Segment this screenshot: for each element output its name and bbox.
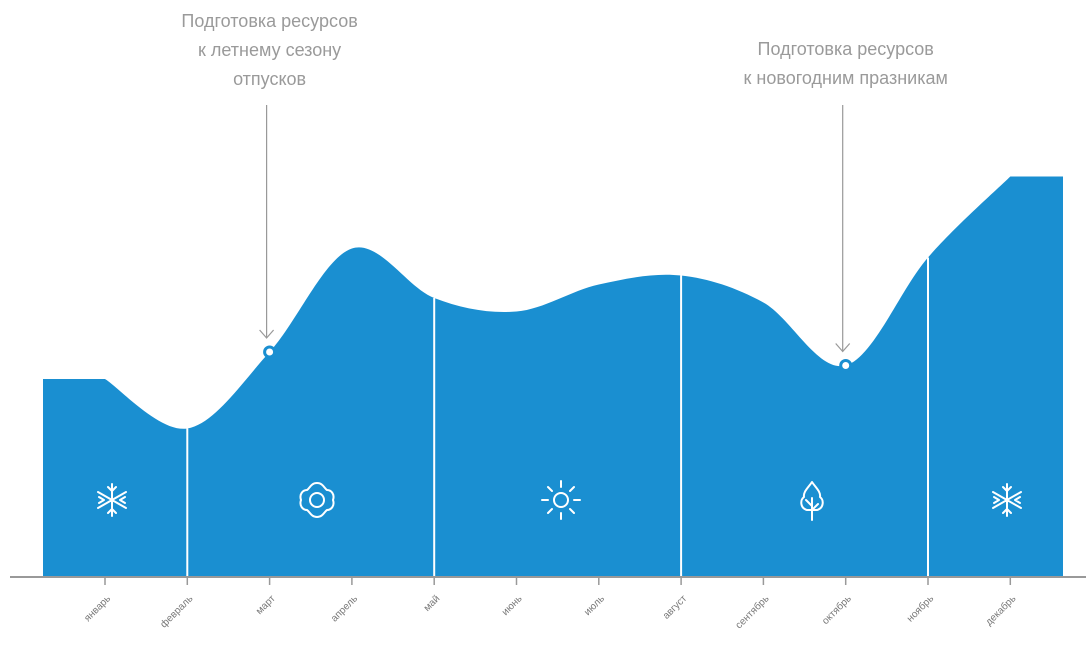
- annotation-arrowhead: [835, 343, 851, 353]
- x-tick-label: февраль: [158, 593, 196, 631]
- area: [43, 176, 1063, 577]
- x-tick-label: август: [661, 593, 690, 622]
- x-tick-label: декабрь: [983, 593, 1018, 628]
- x-tick-label: ноябрь: [904, 593, 936, 625]
- annotations: Подготовка ресурсов к летнему сезону отпус…: [181, 11, 948, 372]
- x-tick-label: июль: [582, 593, 607, 618]
- summer-icon: [541, 480, 581, 520]
- annotation-marker: [839, 359, 853, 372]
- season-icons: [97, 480, 1022, 521]
- x-tick-label: июнь: [500, 593, 525, 618]
- winter-icon: [97, 483, 127, 517]
- annotation-text: к летнему сезону: [198, 40, 341, 60]
- annotation-text: Подготовка ресурсов: [181, 11, 357, 31]
- annotation-text: Подготовка ресурсов: [758, 39, 934, 59]
- x-tick-label: октябрь: [819, 593, 853, 627]
- area-layer: [43, 176, 1063, 577]
- winter-icon: [992, 483, 1022, 517]
- annotation-arrowhead: [259, 329, 275, 339]
- x-tick-label: март: [254, 593, 278, 617]
- annotation-text: отпусков: [233, 69, 306, 89]
- x-tick-label: май: [422, 593, 443, 614]
- annotation-text: к новогодним празникам: [744, 68, 948, 88]
- spring-icon: [299, 482, 335, 518]
- x-tick-label: апрель: [329, 593, 360, 624]
- annotation-marker: [263, 345, 277, 359]
- autumn-icon: [800, 481, 824, 521]
- x-tick-label: январь: [82, 593, 113, 624]
- x-tick-label: сентябрь: [733, 593, 772, 632]
